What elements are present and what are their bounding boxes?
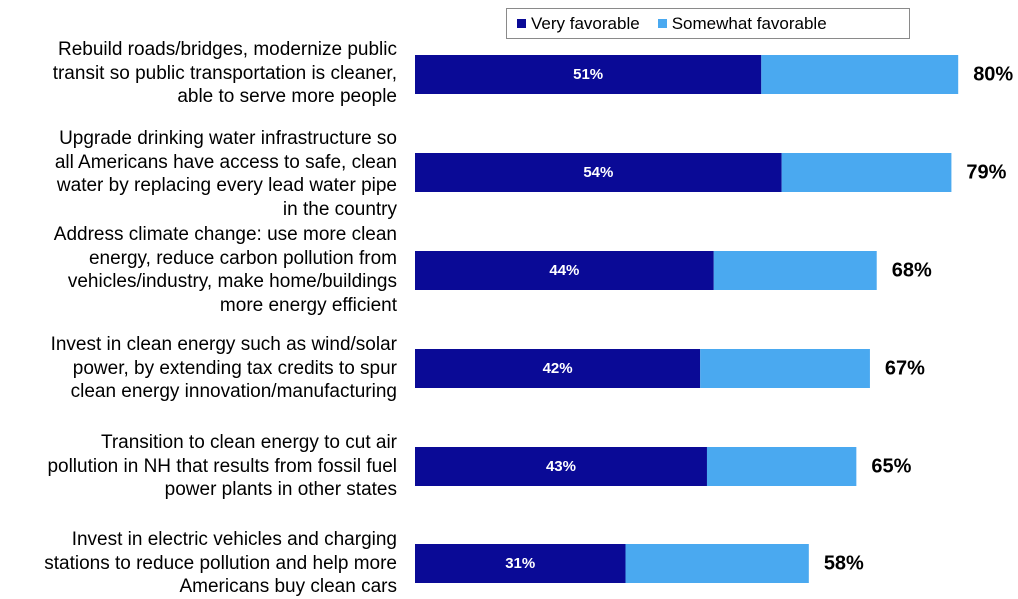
data-label-total: 58% [824,553,864,575]
legend-label-somewhat-favorable: Somewhat favorable [671,13,827,33]
bar-somewhat-favorable [625,544,809,583]
category-label-line: Invest in clean energy such as wind/sola… [50,334,397,355]
bar-somewhat-favorable [761,55,959,94]
legend-item-somewhat-favorable: Somewhat favorable [657,13,827,34]
bar-very-favorable [415,153,782,192]
category-label-line: able to serve more people [177,86,397,107]
bar-somewhat-favorable [700,349,870,388]
bar-somewhat-favorable [713,251,877,290]
data-label-very-favorable: 31% [505,555,535,572]
category-label-line: Invest in electric vehicles and charging [71,529,397,550]
category-label-line: power plants in other states [164,479,397,500]
bar-somewhat-favorable [781,153,952,192]
category-label: Transition to clean energy to cut air pol… [0,431,397,502]
data-label-total: 65% [871,456,911,478]
legend: Very favorable Somewhat favorable [506,8,910,39]
bar-very-favorable [415,251,714,290]
legend-item-very-favorable: Very favorable [517,14,640,34]
category-label: Invest in electric vehicles and charging… [0,528,397,599]
data-label-total: 80% [973,64,1013,86]
category-label: Address climate change: use more clean en… [0,223,397,317]
category-label: Rebuild roads/bridges, modernize public t… [0,38,397,109]
category-label-line: pollution in NH that results from fossil… [47,455,397,477]
category-label-line: vehicles/industry, make home/buildings [67,271,397,292]
legend-swatch-somewhat-favorable [657,19,667,28]
category-label-line: more energy efficient [219,294,397,316]
bar-very-favorable [415,55,762,94]
category-label-line: water by replacing every lead water pipe [56,175,397,196]
data-label-very-favorable: 54% [583,164,613,181]
category-label-line: clean energy innovation/manufacturing [70,381,397,402]
category-label-line: Americans buy clean cars [179,576,397,597]
category-label-line: Rebuild roads/bridges, modernize public [57,39,397,60]
bar-very-favorable [415,544,626,583]
bar-somewhat-favorable [706,447,857,486]
category-label-line: Transition to clean energy to cut air [100,432,397,453]
category-label-line: energy, reduce carbon pollution from [88,247,397,269]
legend-label-very-favorable: Very favorable [531,13,640,33]
data-label-very-favorable: 42% [543,360,573,377]
data-label-total: 68% [892,260,932,282]
category-label-line: all Americans have access to safe, clean [54,151,397,173]
data-label-total: 67% [885,358,925,380]
data-label-very-favorable: 43% [546,458,576,475]
bar-very-favorable [415,349,701,388]
category-label-line: Address climate change: use more clean [53,224,397,245]
data-label-very-favorable: 51% [573,66,603,83]
legend-swatch-very-favorable [517,19,526,28]
category-label: Invest in clean energy such as wind/sola… [0,333,397,404]
data-label-very-favorable: 44% [549,262,579,279]
category-label-line: in the country [282,198,397,220]
data-label-total: 79% [966,162,1006,184]
bar-very-favorable [415,447,707,486]
category-label: Upgrade drinking water infrastructure so… [0,127,397,221]
category-label-line: transit so public transportation is clea… [52,62,397,84]
category-label-line: Upgrade drinking water infrastructure so [59,128,397,149]
category-label-line: stations to reduce pollution and help mo… [44,552,397,574]
category-label-line: power, by extending tax credits to spur [72,357,397,379]
